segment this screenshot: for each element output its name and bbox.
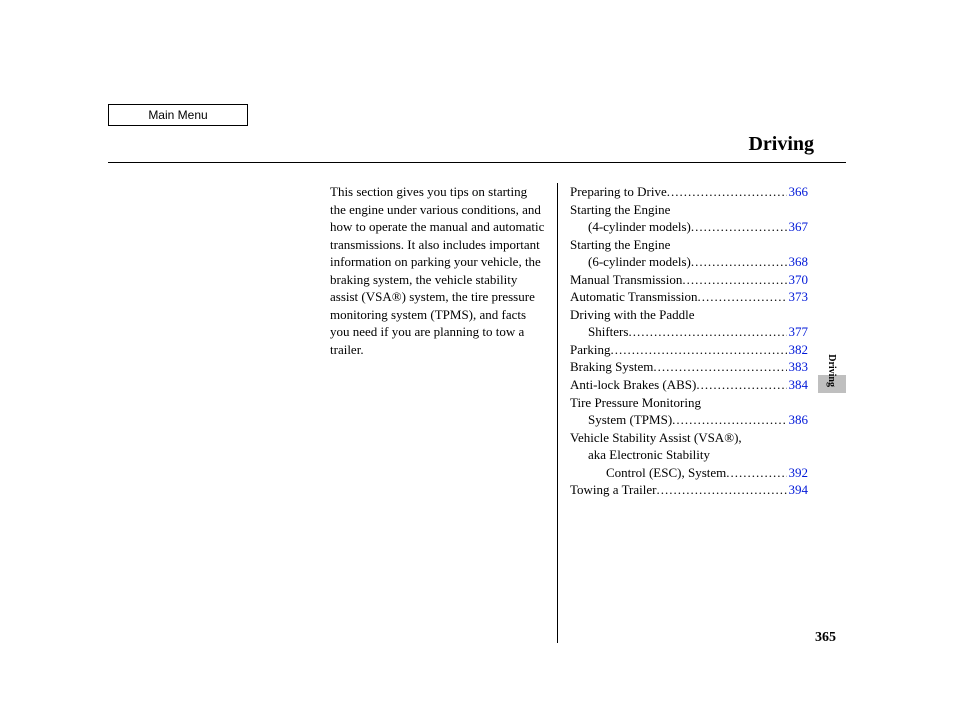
toc-column: Preparing to Drive .....................…	[558, 183, 808, 643]
side-tab-label: Driving	[826, 354, 837, 387]
toc-label: (6-cylinder models)	[570, 253, 691, 271]
content-area: This section gives you tips on starting …	[330, 183, 820, 643]
toc-entry: Automatic Transmission .................…	[570, 288, 808, 306]
toc-entry: Starting the Engine	[570, 201, 808, 219]
toc-leader-dots: ........................................…	[667, 183, 787, 201]
toc-label: Shifters	[570, 323, 628, 341]
intro-paragraph: This section gives you tips on starting …	[330, 183, 545, 358]
toc-label: Braking System	[570, 358, 653, 376]
toc-page-link[interactable]: 382	[787, 341, 809, 359]
toc-leader-dots: ........................................…	[628, 323, 786, 341]
toc-page-link[interactable]: 383	[787, 358, 809, 376]
toc-page-link[interactable]: 394	[787, 481, 809, 499]
toc-entry: (6-cylinder models) ....................…	[570, 253, 808, 271]
toc-label: Driving with the Paddle	[570, 306, 695, 324]
toc-leader-dots: ........................................…	[672, 411, 786, 429]
header-rule	[108, 162, 846, 163]
toc-entry: Tire Pressure Monitoring	[570, 394, 808, 412]
toc-label: Starting the Engine	[570, 236, 670, 254]
toc-label: Anti-lock Brakes (ABS)	[570, 376, 696, 394]
toc-label: Parking	[570, 341, 610, 359]
toc-leader-dots: ........................................…	[656, 481, 786, 499]
toc-label: aka Electronic Stability	[570, 446, 710, 464]
toc-entry: Preparing to Drive .....................…	[570, 183, 808, 201]
toc-leader-dots: ........................................…	[696, 376, 786, 394]
toc-label: Starting the Engine	[570, 201, 670, 219]
section-title: Driving	[748, 133, 814, 156]
toc-page-link[interactable]: 384	[787, 376, 809, 394]
toc-page-link[interactable]: 373	[787, 288, 809, 306]
toc-entry: Control (ESC), System ..................…	[570, 464, 808, 482]
toc-label: Towing a Trailer	[570, 481, 656, 499]
toc-label: Manual Transmission	[570, 271, 682, 289]
toc-page-link[interactable]: 368	[787, 253, 809, 271]
toc-page-link[interactable]: 386	[787, 411, 809, 429]
toc-leader-dots: ........................................…	[691, 218, 787, 236]
toc-page-link[interactable]: 392	[787, 464, 809, 482]
toc-entry: Shifters ...............................…	[570, 323, 808, 341]
page-number: 365	[815, 630, 836, 646]
toc-page-link[interactable]: 366	[787, 183, 809, 201]
toc-entry: Driving with the Paddle	[570, 306, 808, 324]
intro-column: This section gives you tips on starting …	[330, 183, 558, 643]
toc-leader-dots: ........................................…	[653, 358, 786, 376]
toc-entry: aka Electronic Stability	[570, 446, 808, 464]
toc-leader-dots: ........................................…	[726, 464, 786, 482]
toc-page-link[interactable]: 377	[787, 323, 809, 341]
toc-entry: Parking ................................…	[570, 341, 808, 359]
toc-entry: Manual Transmission ....................…	[570, 271, 808, 289]
toc-entry: (4-cylinder models) ....................…	[570, 218, 808, 236]
toc-entry: System (TPMS) ..........................…	[570, 411, 808, 429]
toc-label: Tire Pressure Monitoring	[570, 394, 701, 412]
toc-entry: Anti-lock Brakes (ABS) .................…	[570, 376, 808, 394]
toc-label: Control (ESC), System	[570, 464, 726, 482]
toc-leader-dots: ........................................…	[698, 288, 787, 306]
toc-entry: Braking System .........................…	[570, 358, 808, 376]
toc-page-link[interactable]: 370	[787, 271, 809, 289]
toc-page-link[interactable]: 367	[787, 218, 809, 236]
toc-label: (4-cylinder models)	[570, 218, 691, 236]
toc-label: Vehicle Stability Assist (VSA®),	[570, 429, 742, 447]
toc-leader-dots: ........................................…	[682, 271, 786, 289]
toc-label: System (TPMS)	[570, 411, 672, 429]
toc-leader-dots: ........................................…	[610, 341, 786, 359]
toc-leader-dots: ........................................…	[691, 253, 787, 271]
toc-label: Automatic Transmission	[570, 288, 698, 306]
main-menu-button[interactable]: Main Menu	[108, 104, 248, 126]
toc-entry: Starting the Engine	[570, 236, 808, 254]
toc-entry: Vehicle Stability Assist (VSA®),	[570, 429, 808, 447]
toc-label: Preparing to Drive	[570, 183, 667, 201]
toc-entry: Towing a Trailer .......................…	[570, 481, 808, 499]
